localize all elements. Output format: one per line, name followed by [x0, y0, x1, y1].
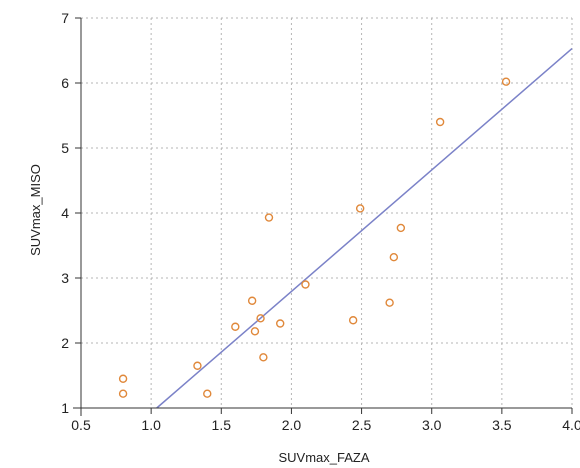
- data-point: [501, 77, 511, 86]
- y-axis-ticks: 1 2 3 4 5 6 7: [61, 10, 81, 416]
- data-point: [264, 213, 274, 222]
- data-point: [348, 316, 358, 325]
- x-tick-label: 1.0: [141, 417, 161, 433]
- x-tick-label: 2.5: [352, 417, 372, 433]
- x-axis-ticks: 0.5 1.0 1.5 2.0 2.5 3.0 3.5 4.0: [71, 408, 580, 433]
- data-point: [247, 296, 257, 305]
- data-point: [355, 204, 365, 213]
- y-tick-label: 3: [61, 270, 69, 286]
- data-point: [118, 389, 128, 398]
- data-point: [385, 298, 394, 307]
- x-tick-label: 3.0: [422, 417, 442, 433]
- data-point: [435, 117, 445, 127]
- data-point: [231, 322, 240, 331]
- x-tick-label: 0.5: [71, 417, 91, 433]
- data-point: [301, 280, 310, 289]
- y-tick-label: 5: [61, 140, 69, 156]
- x-tick-label: 3.5: [492, 417, 512, 433]
- data-point: [256, 314, 265, 323]
- y-tick-label: 4: [61, 205, 69, 221]
- axes: [73, 18, 572, 416]
- data-point: [276, 319, 285, 328]
- data-point: [250, 327, 260, 336]
- data-point: [193, 361, 202, 370]
- y-tick-label: 1: [61, 400, 69, 416]
- data-point: [396, 223, 406, 233]
- y-tick-label: 2: [61, 335, 69, 351]
- y-axis-title: SUVmax_MISO: [28, 164, 43, 256]
- x-tick-label: 4.0: [562, 417, 580, 433]
- x-tick-label: 1.5: [212, 417, 232, 433]
- regression-line-layer: [156, 47, 573, 409]
- data-point: [389, 253, 399, 262]
- data-point: [259, 353, 268, 362]
- x-axis-title: SUVmax_FAZA: [278, 450, 369, 465]
- data-point: [203, 389, 212, 398]
- y-tick-label: 7: [61, 10, 69, 26]
- y-tick-label: 6: [61, 75, 69, 91]
- grid: [80, 17, 573, 409]
- data-points: [118, 77, 511, 398]
- regression-line: [156, 47, 573, 409]
- data-point: [118, 374, 128, 383]
- x-tick-label: 2.0: [282, 417, 302, 433]
